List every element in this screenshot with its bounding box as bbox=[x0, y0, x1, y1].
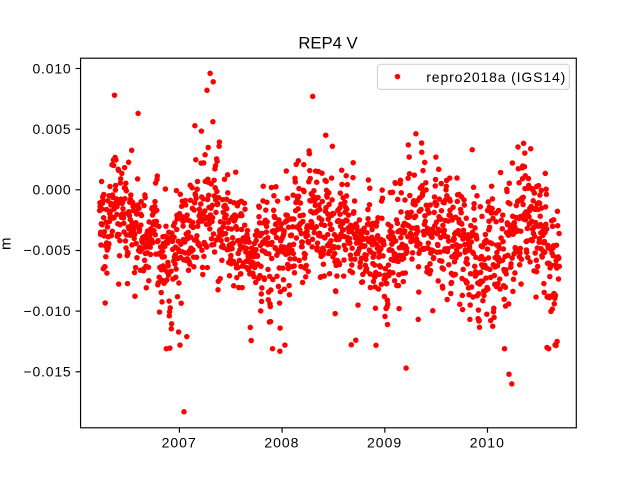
svg-text:2007: 2007 bbox=[162, 435, 197, 451]
svg-text:−0.010: −0.010 bbox=[23, 303, 71, 319]
svg-text:−0.005: −0.005 bbox=[23, 242, 71, 258]
svg-text:2009: 2009 bbox=[367, 435, 402, 451]
svg-text:REP4 V: REP4 V bbox=[298, 34, 358, 53]
svg-text:2010: 2010 bbox=[470, 435, 505, 451]
svg-text:repro2018a (IGS14): repro2018a (IGS14) bbox=[426, 69, 566, 85]
svg-text:0.000: 0.000 bbox=[32, 182, 71, 198]
svg-text:−0.015: −0.015 bbox=[23, 364, 71, 380]
svg-text:2008: 2008 bbox=[264, 435, 299, 451]
svg-text:m: m bbox=[0, 237, 14, 250]
svg-text:0.010: 0.010 bbox=[32, 60, 71, 76]
svg-text:0.005: 0.005 bbox=[32, 121, 71, 137]
